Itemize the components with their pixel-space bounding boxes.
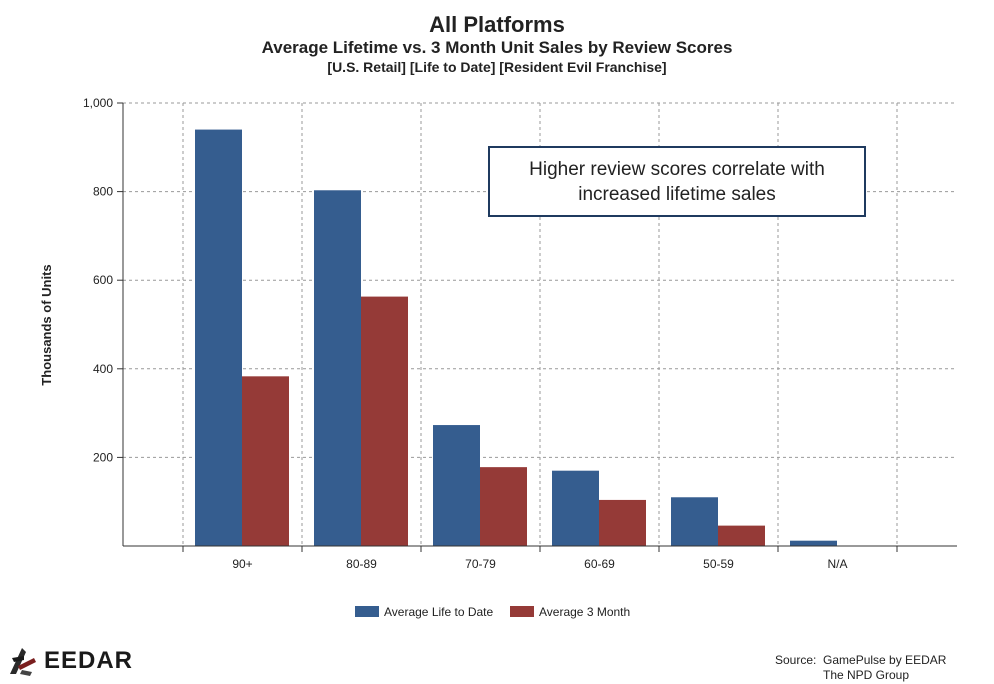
eedar-logo-text: EEDAR [44,647,134,674]
bar-three-month [599,499,646,546]
chart-subtitle: Average Lifetime vs. 3 Month Unit Sales … [261,38,733,57]
legend-swatch [510,606,534,617]
bar-life-to-date [433,425,480,546]
chart-title: All Platforms [429,12,565,37]
y-tick-label: 800 [93,185,113,199]
bar-life-to-date [790,540,837,546]
chart-titles: All Platforms Average Lifetime vs. 3 Mon… [0,12,994,76]
legend-label: Average 3 Month [539,605,630,619]
bar-life-to-date [552,470,599,546]
bar-three-month [480,467,527,546]
bar-three-month [361,296,408,546]
bar-three-month [242,376,289,546]
source-line-1: Source: GamePulse by EEDAR [775,653,947,667]
eedar-logo: EEDAR [8,644,133,678]
x-tick-label: 60-69 [584,557,615,571]
legend-swatch [355,606,379,617]
x-tick-label: 70-79 [465,557,496,571]
bar-life-to-date [671,497,718,546]
annotation-line-1: Higher review scores correlate with [529,158,825,180]
annotation-line-2: increased lifetime sales [578,183,776,205]
bar-life-to-date [314,190,361,546]
y-tick-label: 200 [93,450,113,464]
x-tick-label: N/A [827,557,847,571]
x-tick-label: 50-59 [703,557,734,571]
y-axis-label: Thousands of Units [39,264,54,385]
source-line-2: The NPD Group [823,668,910,682]
annotation-callout: Higher review scores correlate with incr… [488,146,866,217]
bar-three-month [718,525,765,546]
x-tick-label: 90+ [232,557,252,571]
y-tick-label: 1,000 [83,96,113,110]
x-tick-label: 80-89 [346,557,377,571]
eedar-logo-icon [10,648,36,676]
legend-label: Average Life to Date [384,605,494,619]
y-tick-label: 400 [93,362,113,376]
source-note: Source: GamePulse by EEDAR The NPD Group [775,653,946,683]
bar-life-to-date [195,129,242,546]
y-tick-label: 600 [93,273,113,287]
chart-subtitle-scope: [U.S. Retail] [Life to Date] [Resident E… [327,59,667,75]
